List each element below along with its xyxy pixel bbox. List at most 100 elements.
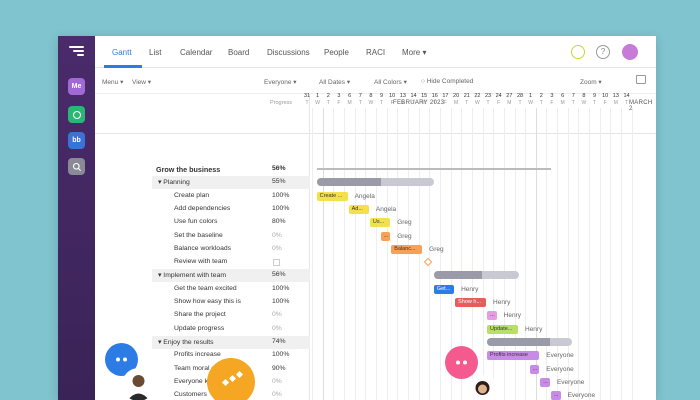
view-dropdown[interactable]: View ▾ [132, 79, 152, 86]
task-progress: 0% [272, 391, 282, 399]
task-progress: 0% [272, 377, 282, 385]
tab-discussions[interactable]: Discussions [267, 48, 310, 57]
everyone-filter[interactable]: Everyone ▾ [264, 79, 297, 86]
task-group-row[interactable]: ▾ Planning 55% [152, 176, 310, 190]
pink-chat-bubble-avatar [445, 346, 478, 379]
day-gridline [546, 108, 548, 400]
task-row[interactable]: Update progress 0% [152, 323, 300, 336]
app-logo-icon[interactable] [69, 46, 84, 58]
task-bar[interactable]: Create ... [316, 191, 348, 201]
task-row[interactable]: Get the team excited 100% [152, 283, 300, 296]
day-gridline [429, 108, 431, 400]
task-progress: 100% [272, 204, 290, 212]
task-bar[interactable]: ... [487, 311, 497, 321]
timeline-weekday: W [421, 100, 427, 106]
task-name: ▾ Implement with team [158, 272, 227, 280]
project-row[interactable]: Grow the business 56% [152, 163, 300, 176]
task-row[interactable]: Show how easy this is 100% [152, 296, 300, 309]
tab-more[interactable]: More ▾ [402, 48, 427, 57]
month-label-march: MARCH 2 [629, 100, 653, 112]
day-gridline [503, 108, 505, 400]
task-row[interactable]: Set the baseline 0% [152, 230, 300, 243]
rail-me-button[interactable]: Me [68, 78, 85, 95]
task-row[interactable]: Profits increase 100% [152, 349, 300, 362]
task-bar[interactable]: Show h... [455, 298, 487, 307]
timeline-weekday: T [305, 100, 309, 106]
menu-dropdown[interactable]: Menu ▾ [102, 79, 124, 86]
task-bar[interactable]: Get... [433, 284, 455, 294]
hide-completed-toggle[interactable]: ○ Hide Completed [421, 78, 474, 85]
task-bar[interactable]: ... [380, 231, 391, 241]
timeline-day: 20 [453, 93, 460, 99]
help-icon[interactable]: ? [596, 45, 610, 59]
group-summary-bar[interactable] [487, 337, 573, 346]
task-bar[interactable]: ... [540, 377, 550, 387]
timeline-weekday: F [603, 100, 607, 106]
timeline-day: 8 [369, 93, 373, 99]
task-bar[interactable]: Us... [369, 218, 391, 228]
progress-column-header: Progress [270, 100, 293, 106]
task-row[interactable]: Review with team [152, 256, 300, 269]
task-row[interactable]: Share the project 0% [152, 309, 300, 322]
task-progress: 100% [272, 284, 290, 292]
timeline-day: 1 [316, 93, 320, 99]
task-bar[interactable]: ... [550, 391, 561, 400]
task-bar[interactable]: Update... [487, 324, 518, 334]
milestone-checkbox[interactable] [273, 259, 280, 267]
task-name: Add dependencies [174, 204, 231, 212]
milestone-diamond-icon[interactable] [423, 257, 433, 267]
rail-workspace-button[interactable]: bb [68, 132, 85, 149]
task-bar[interactable]: ... [529, 364, 540, 374]
task-row[interactable]: Use fun colors 80% [152, 216, 300, 229]
user-avatar[interactable] [622, 44, 638, 60]
day-gridline [567, 108, 569, 400]
tab-list[interactable]: List [149, 48, 162, 57]
task-bar[interactable]: Balanc... [391, 244, 423, 254]
timeline-day: 21 [463, 93, 470, 99]
chat-icon[interactable] [68, 106, 85, 123]
task-assignee: Henry [461, 285, 479, 293]
day-gridline [482, 108, 484, 400]
timeline-day: 31 [303, 93, 311, 99]
task-name: Customers [174, 391, 207, 399]
tab-calendar[interactable]: Calendar [180, 48, 213, 57]
tab-board[interactable]: Board [228, 48, 250, 57]
task-group-row[interactable]: ▾ Enjoy the results 74% [152, 335, 310, 349]
dates-filter[interactable]: All Dates ▾ [319, 79, 351, 86]
export-icon[interactable] [636, 75, 646, 84]
task-row[interactable]: Customers 0% [152, 389, 300, 400]
task-bar[interactable]: Profits increase [487, 351, 540, 361]
search-icon[interactable] [68, 158, 85, 175]
group-summary-bar[interactable] [316, 178, 434, 187]
zoom-dropdown[interactable]: Zoom ▾ [580, 79, 602, 86]
tab-gantt[interactable]: Gantt [112, 48, 132, 57]
timeline-weekday: F [443, 100, 447, 106]
timeline-day: 7 [571, 93, 575, 99]
timeline-weekday: T [411, 100, 416, 106]
task-row[interactable]: Balance workloads 0% [152, 243, 300, 256]
task-row[interactable]: Add dependencies 100% [152, 203, 300, 216]
tab-people[interactable]: People [324, 48, 349, 57]
tab-raci[interactable]: RACI [366, 48, 386, 57]
timeline-weekday: M [400, 100, 405, 106]
dots-bubble-avatar [207, 358, 255, 400]
task-row[interactable]: Team moral goes up 90% [152, 363, 300, 376]
colors-filter[interactable]: All Colors ▾ [374, 79, 407, 86]
task-row[interactable]: Create plan 100% [152, 190, 300, 203]
task-name: Share the project [174, 311, 226, 319]
task-group-row[interactable]: ▾ Implement with team 56% [152, 269, 310, 283]
clock-icon[interactable] [571, 45, 585, 59]
timeline-day: 2 [539, 93, 543, 99]
group-summary-bar[interactable] [433, 271, 519, 280]
task-row[interactable]: Everyone kn 0% [152, 376, 300, 389]
day-gridline [312, 108, 314, 400]
timeline-day: 9 [380, 93, 384, 99]
active-tab-indicator [104, 65, 142, 68]
task-bar[interactable]: Ad... [348, 204, 369, 214]
day-gridline [344, 108, 346, 400]
timeline-day: 2 [326, 93, 330, 99]
task-name: ▾ Enjoy the results [158, 338, 214, 346]
timeline-weekday: T [539, 100, 543, 106]
task-assignee: Henry [493, 299, 511, 306]
day-gridline [535, 108, 537, 400]
